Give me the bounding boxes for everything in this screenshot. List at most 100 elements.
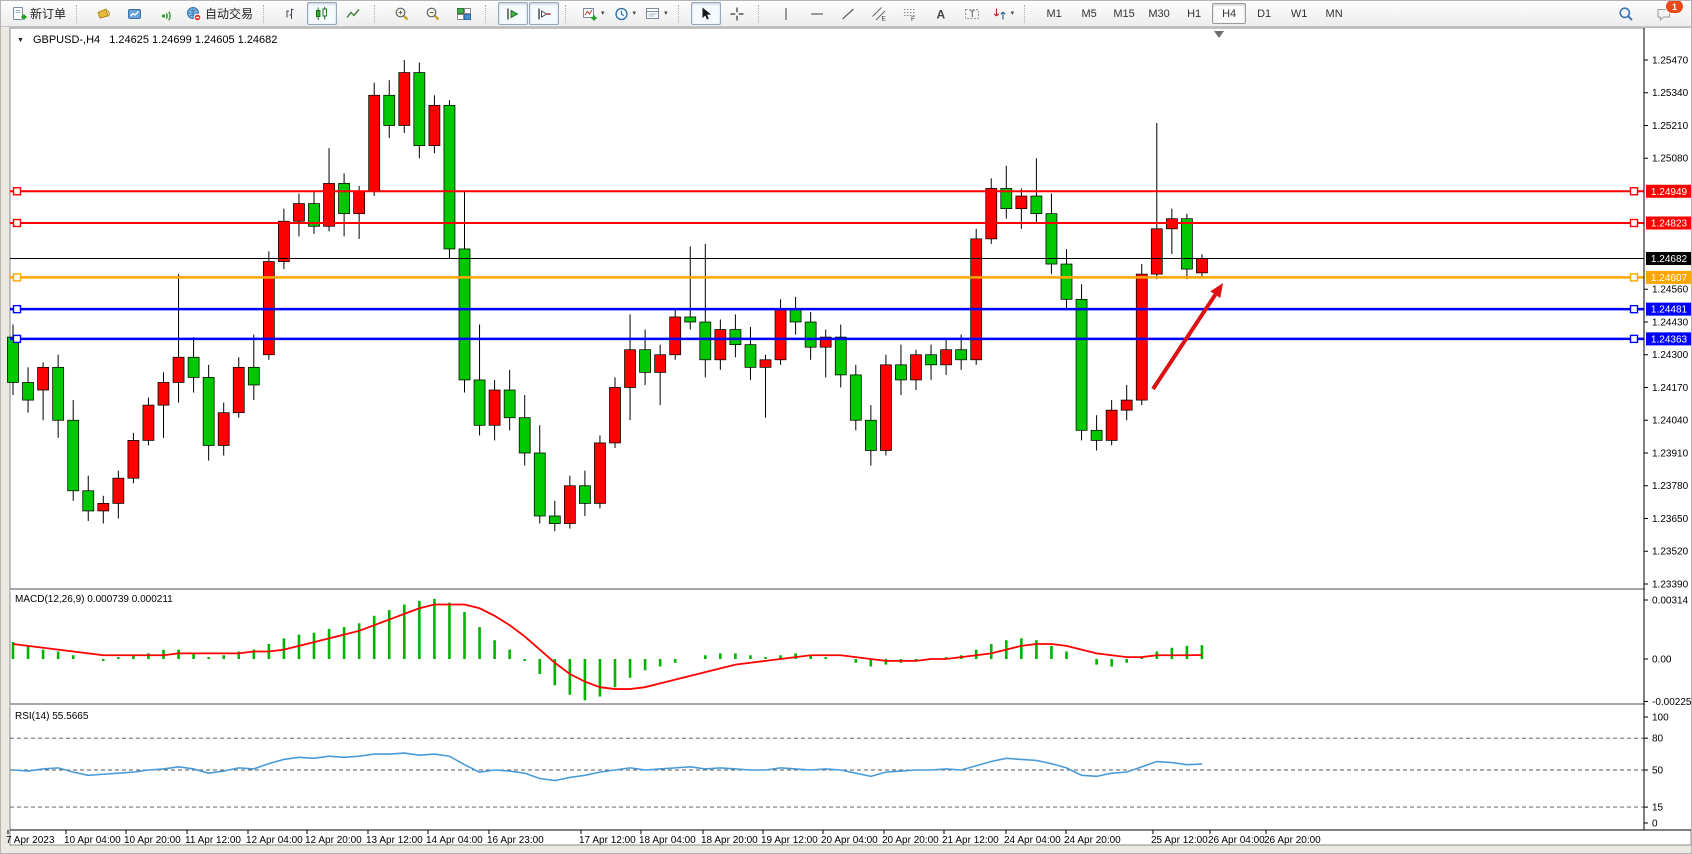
price-tag-bg: [1646, 302, 1691, 316]
announcements-button[interactable]: [89, 2, 119, 25]
price-axis[interactable]: [1645, 28, 1691, 830]
time-tick-label: 18 Apr 04:00: [639, 835, 696, 846]
time-tick-label: 17 Apr 12:00: [579, 835, 636, 846]
timeframe-d1[interactable]: D1: [1247, 3, 1281, 24]
autotrade-icon: [187, 6, 202, 21]
rsi-label: RSI(14) 55.5665: [15, 711, 89, 722]
crosshair-button[interactable]: [722, 2, 752, 25]
autotrade-button[interactable]: 自动交易: [182, 2, 257, 25]
community-button[interactable]: 1: [1649, 1, 1684, 25]
timeframe-h4[interactable]: H4: [1212, 3, 1247, 24]
support-line-2-handle[interactable]: [12, 334, 22, 344]
periods-button[interactable]: ▾: [610, 2, 641, 25]
price-tag-label: 1.24949: [1651, 187, 1688, 198]
time-axis[interactable]: 7 Apr 2023 10 Apr 04:00 10 Apr 20:00 11 Apr…: [6, 830, 1321, 846]
chart-symbol-period: GBPUSD-,H4: [32, 34, 101, 46]
candle-body: [247, 366, 260, 386]
toolbar-group: E F A T ▾: [769, 2, 1021, 25]
market-button[interactable]: [120, 2, 150, 25]
svg-text:E: E: [881, 15, 886, 22]
timeframe-m5[interactable]: M5: [1072, 3, 1106, 24]
zoom-out-button[interactable]: [418, 2, 448, 25]
candle-body: [157, 382, 170, 406]
candle-body: [473, 379, 486, 426]
chevron-down-icon[interactable]: ▾: [664, 10, 668, 17]
pivot-line-handle[interactable]: [12, 273, 22, 282]
toolbar-group: [385, 2, 481, 25]
timeframe-h1[interactable]: H1: [1177, 3, 1211, 24]
candle-chart-button[interactable]: [307, 2, 338, 25]
time-tick-label: 14 Apr 04:00: [426, 835, 483, 846]
trendline-button[interactable]: [833, 2, 863, 25]
chart-shift-button[interactable]: [529, 2, 560, 25]
chart-shift-marker[interactable]: [1214, 31, 1224, 38]
notification-badge: 1: [1665, 1, 1684, 14]
candle-body: [308, 203, 320, 227]
cursor-button[interactable]: [690, 2, 721, 25]
vertical-line-button[interactable]: [771, 2, 801, 25]
autotrade-button-label: 自动交易: [205, 7, 254, 21]
time-tick-label: 10 Apr 20:00: [124, 835, 181, 846]
bar-chart-button[interactable]: [276, 2, 306, 25]
tile-windows-button[interactable]: [449, 2, 479, 25]
text-button[interactable]: A: [926, 2, 956, 25]
timeframe-m1[interactable]: M1: [1037, 3, 1071, 24]
price-tag-label: 1.24363: [1651, 334, 1688, 345]
candle-body: [774, 309, 787, 361]
toolbar-right: 1: [1611, 1, 1687, 25]
fibonacci-button[interactable]: F: [895, 2, 925, 25]
resistance-line-2-handle[interactable]: [12, 218, 22, 228]
indicators-button[interactable]: ▾: [578, 2, 609, 25]
text-label-button[interactable]: T: [957, 2, 987, 25]
candle-chart-icon: [316, 6, 327, 20]
chevron-down-icon[interactable]: ▾: [601, 10, 605, 17]
resistance-line-1-handle[interactable]: [1629, 187, 1639, 196]
time-tick-label: 20 Apr 04:00: [821, 835, 878, 846]
search-button[interactable]: [1611, 2, 1641, 25]
candle-body: [563, 485, 576, 524]
support-line-1-handle[interactable]: [1629, 304, 1639, 314]
price-tag-bg: [1646, 216, 1691, 230]
toolbar-group: M1 M5 M15 M30 H1 H4 D1 W1 MN: [1035, 3, 1353, 24]
pivot-line-handle[interactable]: [1629, 273, 1639, 282]
candle-body: [488, 389, 501, 426]
chart-menu-icon[interactable]: ▼: [17, 36, 24, 44]
resistance-line-2-handle[interactable]: [1629, 218, 1639, 228]
support-line-2-handle[interactable]: [1629, 334, 1639, 344]
candle-body: [714, 329, 727, 361]
new-order-button[interactable]: 新订单: [7, 2, 70, 25]
chart-canvas[interactable]: 1.25470 1.25340 1.25210 1.25080 1.24560 1.244…: [1, 27, 1692, 854]
timeframe-mn[interactable]: MN: [1317, 3, 1351, 24]
channel-button[interactable]: E: [864, 2, 894, 25]
candle-body: [940, 349, 952, 366]
arrows-button[interactable]: ▾: [988, 2, 1019, 25]
chevron-down-icon[interactable]: ▾: [632, 10, 637, 17]
line-chart-button[interactable]: [338, 2, 368, 25]
zoom-in-button[interactable]: [387, 2, 417, 25]
price-tick-label: 1.23390: [1652, 579, 1689, 590]
candle-body: [428, 104, 441, 147]
price-tick-label: 1.23650: [1652, 514, 1689, 525]
timeframe-w1[interactable]: W1: [1282, 3, 1316, 24]
timeframe-m30[interactable]: M30: [1142, 3, 1176, 24]
candle-body: [1000, 188, 1013, 210]
trend-arrow[interactable]: [1151, 293, 1217, 391]
price-tick-label: 1.25470: [1652, 56, 1689, 67]
support-line-1-handle[interactable]: [12, 304, 22, 314]
templates-button[interactable]: ▾: [641, 2, 672, 25]
candle-body: [353, 190, 366, 215]
rsi-axis-label: 0: [1652, 819, 1658, 830]
chevron-down-icon[interactable]: ▾: [1010, 10, 1015, 17]
trend-arrow-head[interactable]: [1210, 283, 1223, 298]
horizontal-line-button[interactable]: [802, 2, 832, 25]
timeframe-m5-label: M5: [1081, 7, 1097, 20]
candle-body: [609, 387, 621, 444]
price-tick-label: 1.24300: [1652, 350, 1689, 361]
timeframe-w1-label: W1: [1290, 7, 1308, 20]
chart-area[interactable]: 1.25470 1.25340 1.25210 1.25080 1.24560 1.244…: [1, 27, 1692, 854]
candle-body: [849, 374, 862, 421]
resistance-line-1-handle[interactable]: [12, 187, 22, 196]
auto-scroll-button[interactable]: [498, 2, 529, 25]
timeframe-m15[interactable]: M15: [1107, 3, 1141, 24]
signals-button[interactable]: [151, 2, 181, 25]
